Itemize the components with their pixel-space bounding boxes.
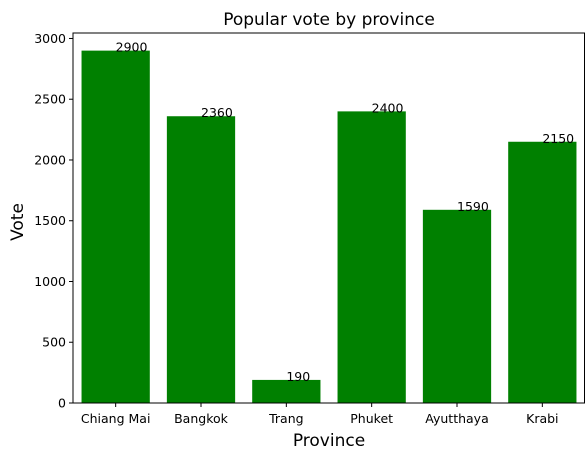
- y-tick-label: 500: [42, 335, 66, 350]
- plot-area: 2900 Chiang Mai 2360 Bangkok 190 Trang 2400 Phu…: [34, 31, 585, 426]
- y-axis-label: Vote: [8, 203, 28, 241]
- data-label: 2150: [542, 131, 574, 146]
- y-tick-label: 0: [58, 396, 66, 411]
- y-tick-label: 1000: [34, 274, 66, 289]
- x-tick-label: Phuket: [350, 411, 393, 426]
- data-label: 190: [286, 369, 310, 384]
- chart-title: Popular vote by province: [223, 10, 435, 30]
- bar: [337, 111, 406, 403]
- y-tick-label: 1500: [34, 213, 66, 228]
- bar: [422, 209, 492, 403]
- bar: [81, 50, 150, 403]
- x-axis-label: Province: [293, 431, 365, 451]
- data-label: 2360: [201, 105, 233, 120]
- y-tick-label: 3000: [34, 31, 66, 46]
- bar: [508, 141, 577, 403]
- x-tick-label: Krabi: [526, 411, 558, 426]
- y-tick-label: 2000: [34, 152, 66, 167]
- data-label: 1590: [457, 199, 489, 214]
- bar: [252, 379, 321, 403]
- data-label: 2900: [116, 40, 148, 55]
- x-tick-label: Bangkok: [174, 411, 229, 426]
- x-tick-label: Chiang Mai: [81, 411, 151, 426]
- y-tick-label: 2500: [34, 92, 66, 107]
- x-tick-label: Ayutthaya: [425, 411, 488, 426]
- data-label: 2400: [372, 100, 404, 115]
- bar: [166, 116, 236, 404]
- x-tick-label: Trang: [268, 411, 303, 426]
